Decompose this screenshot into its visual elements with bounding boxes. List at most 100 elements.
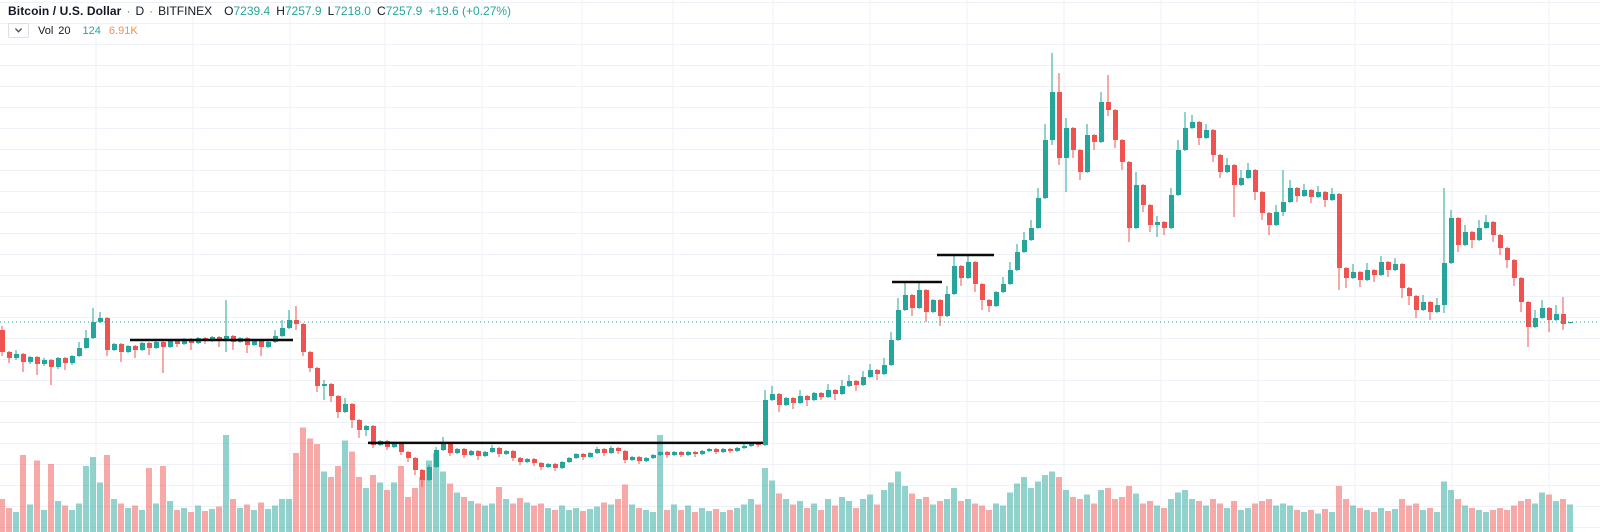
candle[interactable] [1260,191,1265,220]
candle[interactable] [1463,225,1468,246]
candle[interactable] [644,457,649,462]
candle[interactable] [987,299,992,312]
candle[interactable] [1078,149,1083,180]
candle[interactable] [56,357,61,369]
candle[interactable] [1253,169,1258,200]
candle[interactable] [1085,124,1090,173]
candle[interactable] [224,300,229,352]
candle[interactable] [1092,134,1097,150]
candle[interactable] [1295,187,1300,202]
candle[interactable] [735,447,740,452]
candle[interactable] [280,320,285,337]
candle[interactable] [896,298,901,341]
candle[interactable] [595,447,600,454]
candle[interactable] [1043,124,1048,199]
candle[interactable] [98,312,103,323]
candle[interactable] [567,457,572,463]
candle[interactable] [266,341,271,348]
candle[interactable] [693,451,698,457]
candle[interactable] [91,308,96,339]
candle[interactable] [1344,267,1349,288]
candle[interactable] [1491,221,1496,242]
candle[interactable] [1176,140,1181,196]
candle[interactable] [616,447,621,454]
candle[interactable] [1022,232,1027,253]
candle[interactable] [665,451,670,458]
candle[interactable] [945,286,950,317]
symbol-name[interactable]: Bitcoin / U.S. Dollar [8,4,122,18]
candle[interactable] [217,336,222,347]
candle[interactable] [651,454,656,459]
candle[interactable] [350,403,355,428]
candle[interactable] [1456,217,1461,252]
candle[interactable] [1512,259,1517,286]
candle[interactable] [448,443,453,456]
candle[interactable] [476,450,481,460]
candle[interactable] [301,323,306,356]
candle[interactable] [602,448,607,456]
candle[interactable] [434,447,439,468]
candle[interactable] [1169,188,1174,229]
candle[interactable] [1358,271,1363,287]
candle[interactable] [931,299,936,313]
legend-collapse-button[interactable] [8,23,29,38]
candle[interactable] [560,461,565,469]
candle[interactable] [1554,305,1559,321]
candle[interactable] [973,261,978,292]
candle[interactable] [1197,121,1202,145]
candle[interactable] [700,450,705,455]
candle[interactable] [546,463,551,468]
candle[interactable] [525,458,530,463]
candle[interactable] [1365,263,1370,281]
candle[interactable] [161,341,166,373]
candle[interactable] [875,369,880,380]
candle[interactable] [462,448,467,458]
candle[interactable] [322,380,327,400]
candle[interactable] [1099,92,1104,143]
candle[interactable] [952,255,957,295]
candle[interactable] [1225,158,1230,173]
candle[interactable] [819,392,824,400]
candle[interactable] [1148,204,1153,232]
candle[interactable] [119,343,124,362]
candle[interactable] [539,462,544,470]
candle[interactable] [1302,184,1307,197]
candle[interactable] [777,393,782,412]
candle[interactable] [994,291,999,307]
candle[interactable] [924,289,929,322]
candle[interactable] [1281,170,1286,216]
candle[interactable] [1190,115,1195,129]
candle[interactable] [1561,297,1566,330]
candle[interactable] [714,448,719,454]
candle[interactable] [336,395,341,418]
candle[interactable] [1274,205,1279,226]
candle[interactable] [623,450,628,463]
candle[interactable] [84,330,89,349]
candle[interactable] [231,335,236,350]
candle[interactable] [1435,298,1440,313]
candle[interactable] [1400,263,1405,298]
candle[interactable] [1071,127,1076,158]
candle[interactable] [609,446,614,454]
candle[interactable] [910,294,915,316]
candle[interactable] [1526,301,1531,347]
candle[interactable] [140,342,145,351]
candle[interactable] [826,384,831,398]
candle[interactable] [1337,193,1342,290]
candle[interactable] [1309,189,1314,203]
candle[interactable] [77,342,82,357]
candle[interactable] [259,340,264,356]
candle[interactable] [420,469,425,487]
candle[interactable] [154,341,159,349]
candle[interactable] [399,443,404,455]
candle[interactable] [1246,163,1251,179]
candle[interactable] [1477,220,1482,241]
candle[interactable] [1036,188,1041,229]
candle[interactable] [1120,139,1125,170]
candle[interactable] [581,453,586,460]
candle[interactable] [147,342,152,355]
candle[interactable] [406,451,411,462]
candle[interactable] [1001,277,1006,293]
candle[interactable] [1015,244,1020,271]
candle[interactable] [28,356,33,364]
